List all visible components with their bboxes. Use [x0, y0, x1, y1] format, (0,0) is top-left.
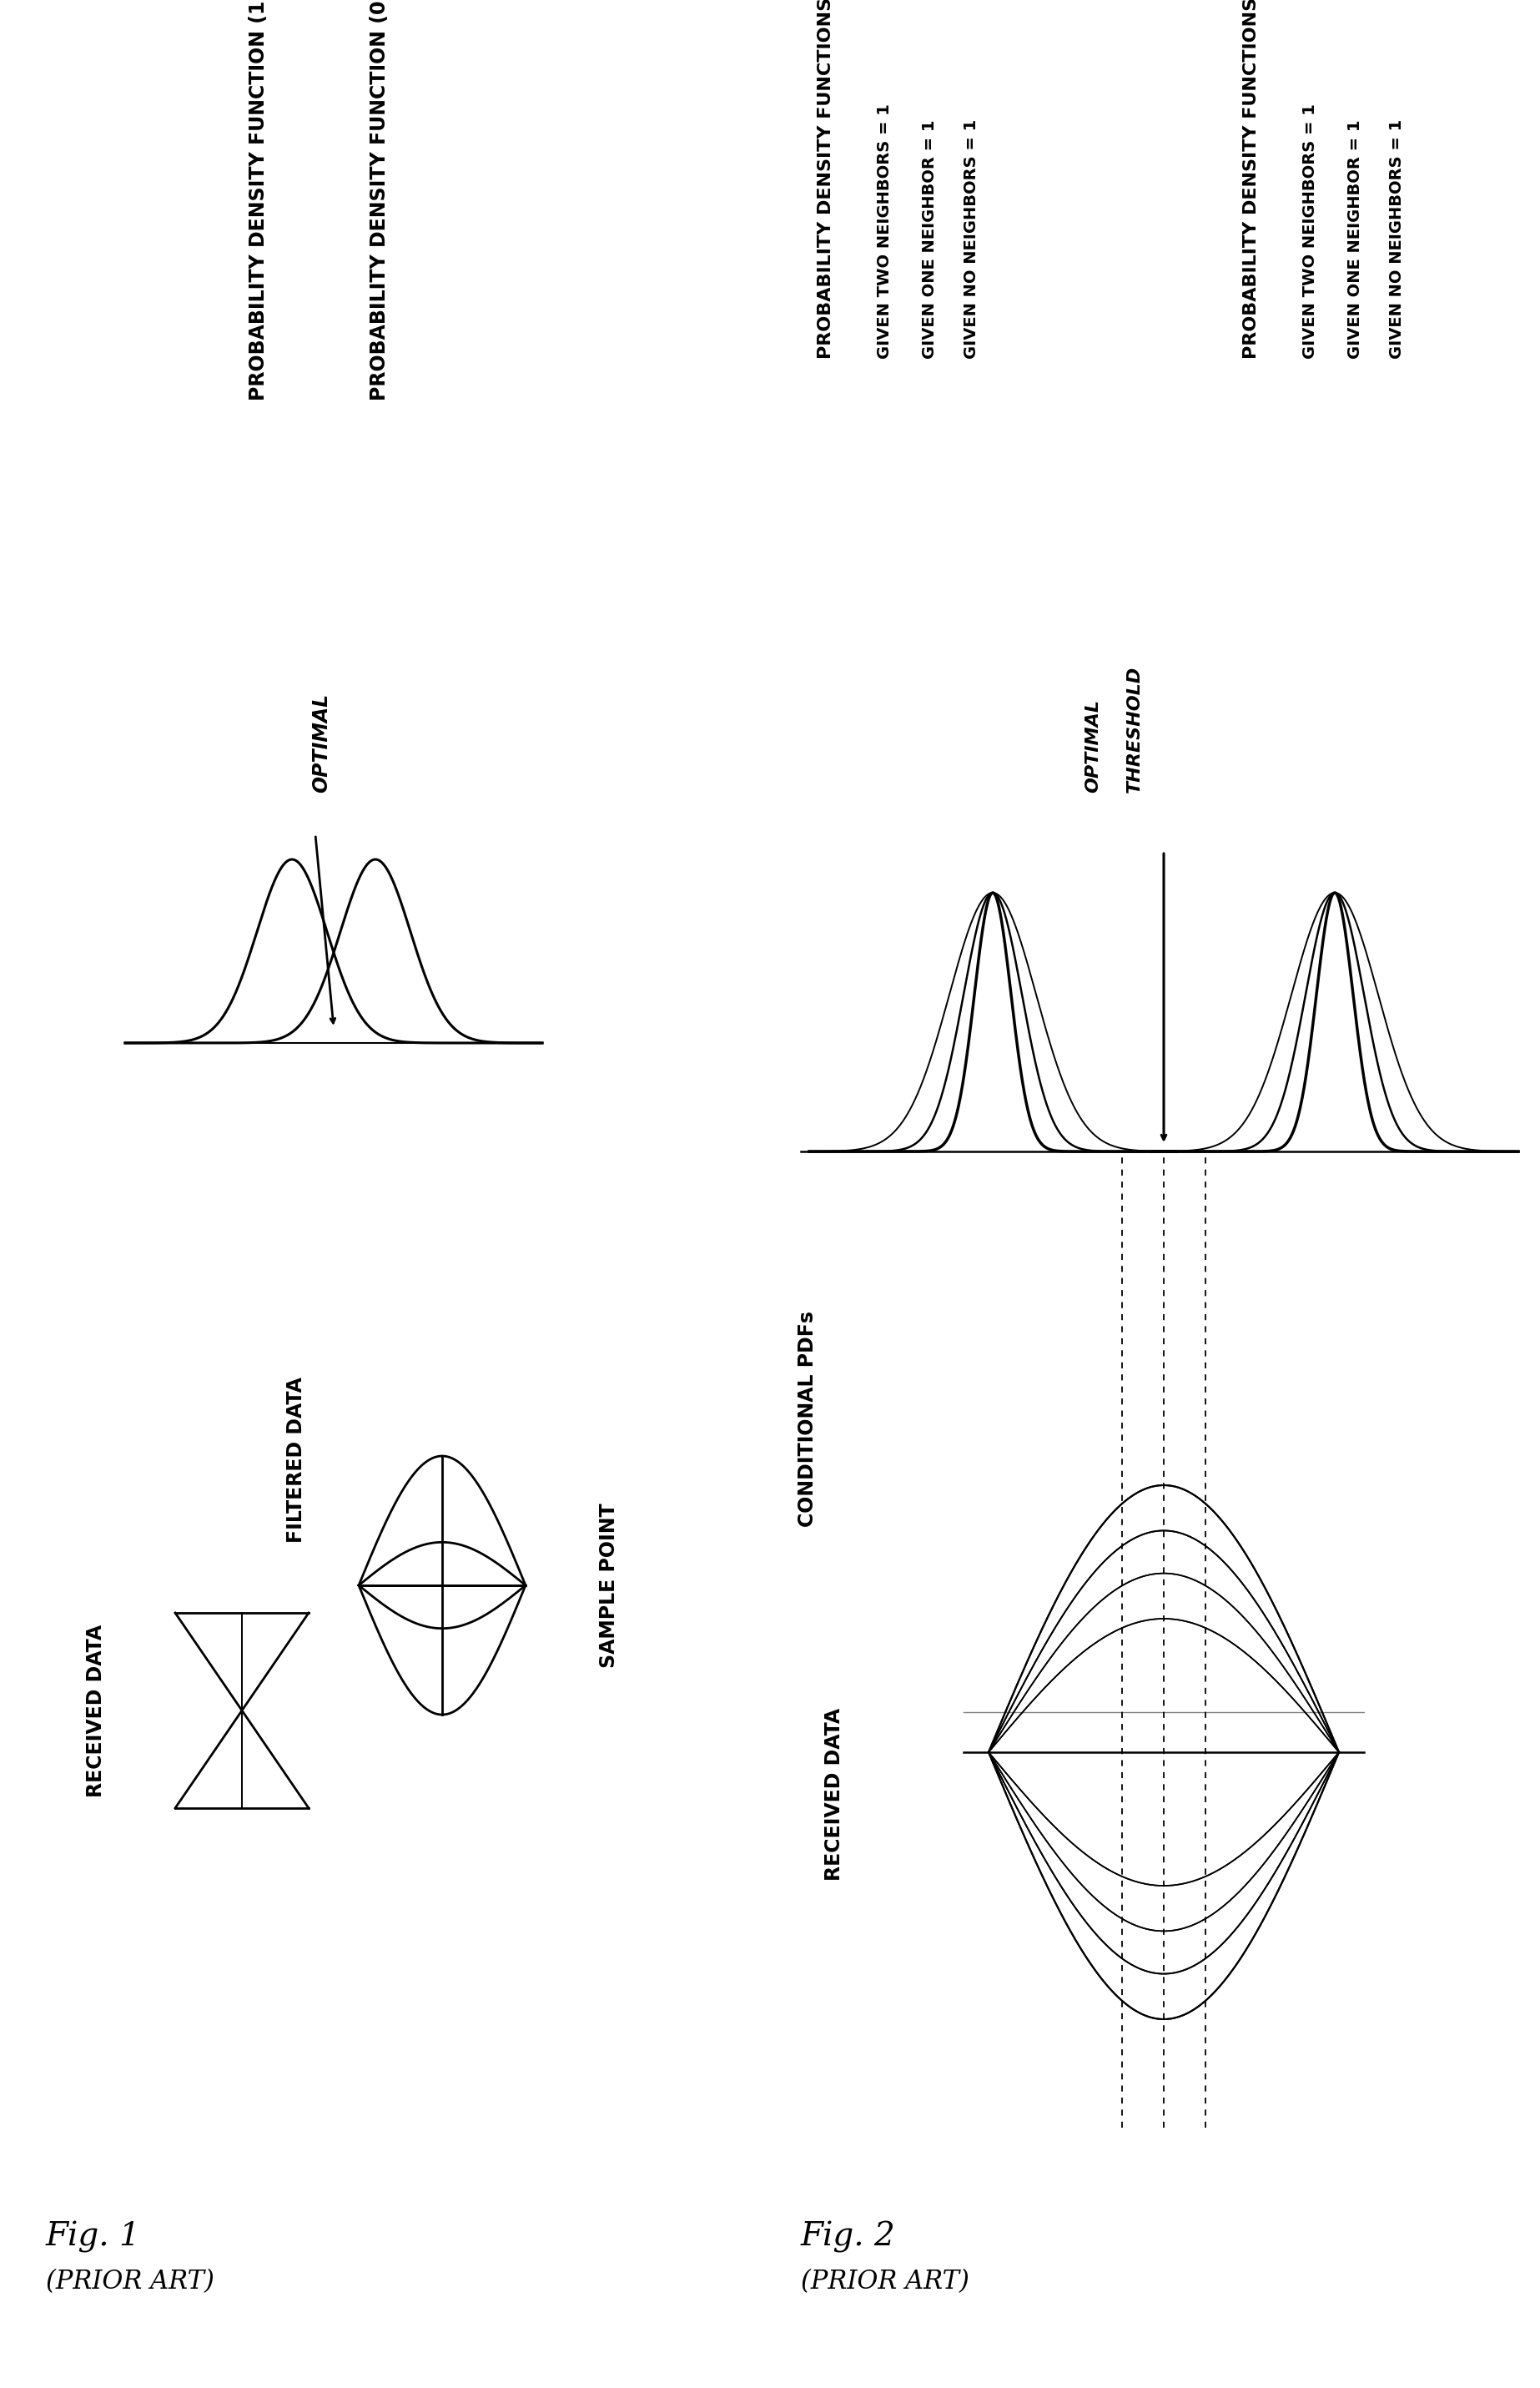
Text: PROBABILITY DENSITY FUNCTION (1): PROBABILITY DENSITY FUNCTION (1)	[248, 0, 268, 401]
Text: (PRIOR ART): (PRIOR ART)	[46, 2269, 214, 2295]
Text: Fig. 2: Fig. 2	[801, 2221, 896, 2252]
Text: PROBABILITY DENSITY FUNCTION (0): PROBABILITY DENSITY FUNCTION (0)	[370, 0, 390, 401]
Text: GIVEN TWO NEIGHBORS = 1: GIVEN TWO NEIGHBORS = 1	[1301, 103, 1318, 358]
Text: CONDITIONAL PDFs: CONDITIONAL PDFs	[798, 1311, 818, 1526]
Text: GIVEN ONE NEIGHBOR = 1: GIVEN ONE NEIGHBOR = 1	[1348, 119, 1363, 358]
Text: FILTERED DATA: FILTERED DATA	[286, 1378, 306, 1543]
Text: OPTIMAL: OPTIMAL	[311, 693, 331, 793]
Text: PROBABILITY DENSITY FUNCTIONS (1): PROBABILITY DENSITY FUNCTIONS (1)	[818, 0, 835, 358]
Text: Fig. 1: Fig. 1	[46, 2221, 140, 2252]
Text: THRESHOLD: THRESHOLD	[1126, 666, 1143, 793]
Text: PROBABILITY DENSITY FUNCTIONS (0): PROBABILITY DENSITY FUNCTIONS (0)	[1243, 0, 1260, 358]
Text: OPTIMAL: OPTIMAL	[1084, 700, 1101, 793]
Text: GIVEN NO NEIGHBORS = 1: GIVEN NO NEIGHBORS = 1	[1389, 119, 1406, 358]
Text: GIVEN ONE NEIGHBOR = 1: GIVEN ONE NEIGHBOR = 1	[922, 119, 938, 358]
Text: GIVEN NO NEIGHBORS = 1: GIVEN NO NEIGHBORS = 1	[964, 119, 979, 358]
Text: GIVEN TWO NEIGHBORS = 1: GIVEN TWO NEIGHBORS = 1	[876, 103, 892, 358]
Text: (PRIOR ART): (PRIOR ART)	[801, 2269, 969, 2295]
Text: SAMPLE POINT: SAMPLE POINT	[599, 1502, 619, 1667]
Text: RECEIVED DATA: RECEIVED DATA	[86, 1624, 106, 1796]
Text: RECEIVED DATA: RECEIVED DATA	[824, 1707, 844, 1879]
